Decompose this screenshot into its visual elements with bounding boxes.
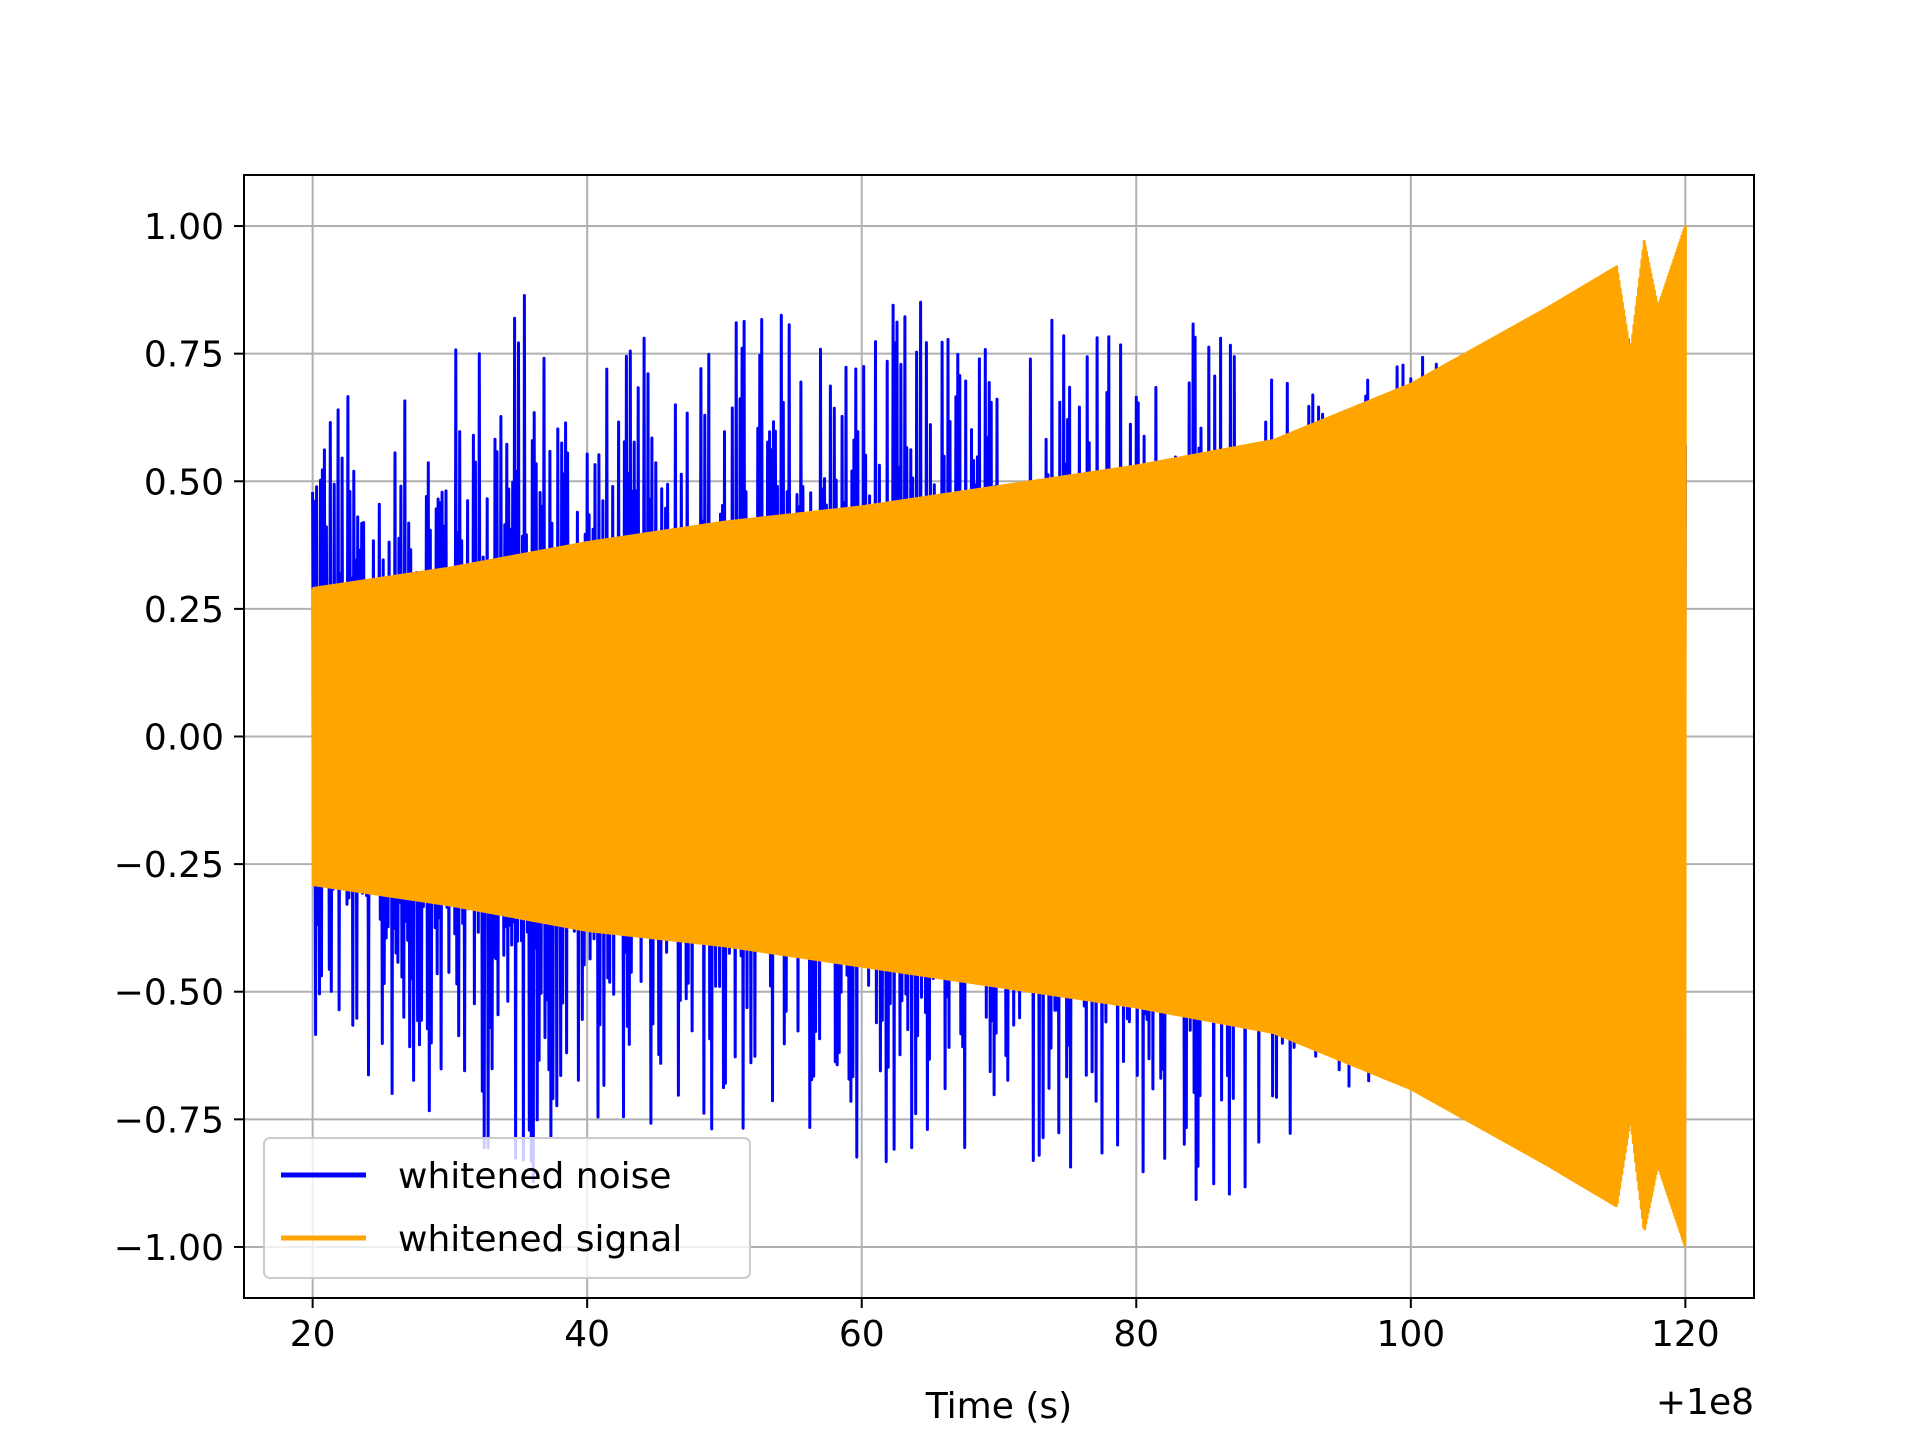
y-tick-label: −0.75	[114, 1100, 224, 1141]
y-tick-label: −1.00	[114, 1228, 224, 1269]
ticks: 20 40 60 80 100 120 1.00 0.75 0.50 0.25 0.00 −0.25 −…	[114, 207, 1720, 1355]
x-tick-label: 100	[1376, 1314, 1445, 1355]
legend-label-whitened-signal: whitened signal	[398, 1219, 682, 1260]
y-tick-label: −0.25	[114, 845, 224, 886]
x-tick-label: 80	[1113, 1314, 1159, 1355]
legend: whitened noise whitened signal	[263, 1137, 751, 1279]
x-tick-label: 20	[290, 1314, 336, 1355]
x-axis-label: Time (s)	[925, 1386, 1072, 1427]
y-tick-label: 0.00	[144, 718, 224, 759]
x-tick-label: 60	[839, 1314, 885, 1355]
series-line-whitened-signal	[311, 225, 1687, 1247]
y-tick-label: 0.50	[144, 462, 224, 503]
series-layer	[311, 225, 1687, 1247]
x-tick-label: 120	[1651, 1314, 1720, 1355]
x-offset-label: +1e8	[1656, 1382, 1754, 1423]
y-tick-label: −0.50	[114, 973, 224, 1014]
y-tick-label: 0.75	[144, 335, 224, 376]
legend-box	[263, 1137, 751, 1279]
legend-label-whitened-noise: whitened noise	[398, 1156, 672, 1197]
x-tick-label: 40	[564, 1314, 610, 1355]
y-tick-label: 1.00	[144, 207, 224, 248]
y-tick-label: 0.25	[144, 590, 224, 631]
